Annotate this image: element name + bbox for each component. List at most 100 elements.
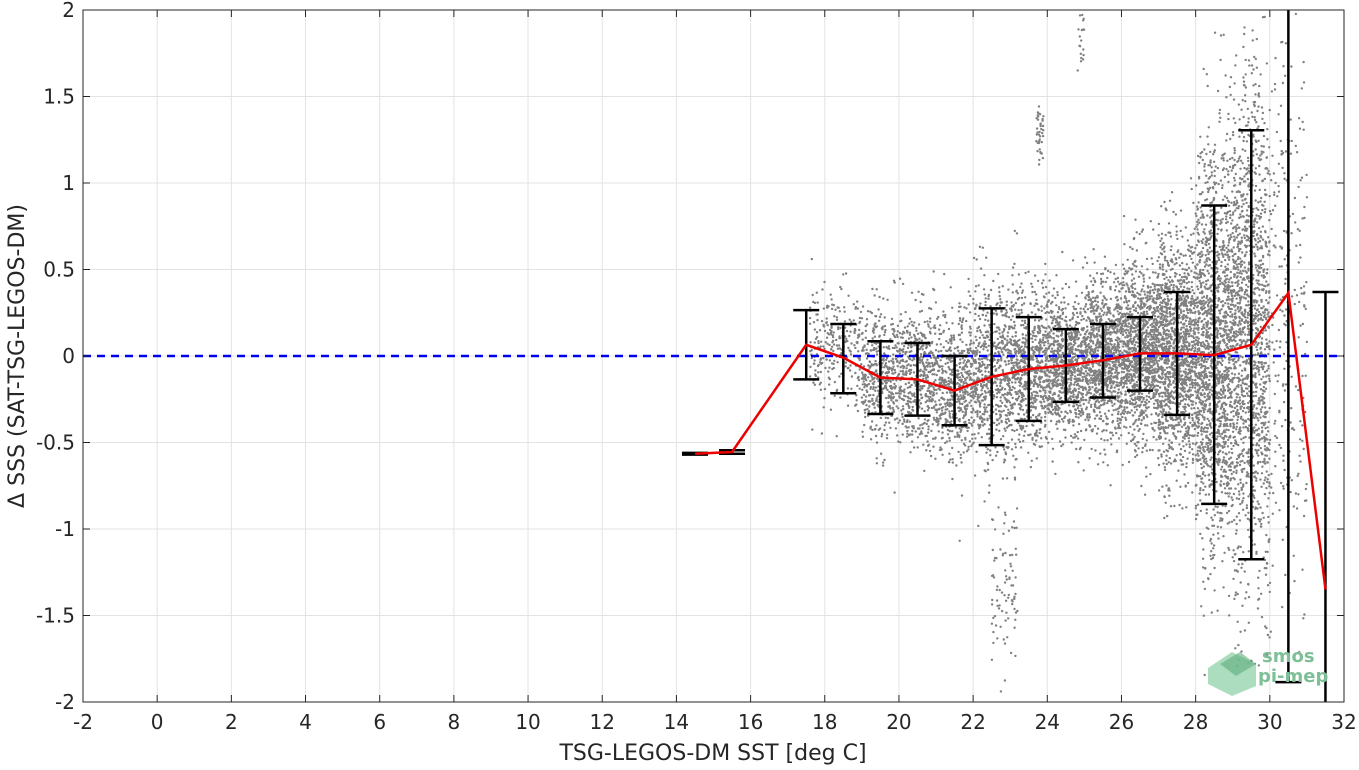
scatter-point — [1023, 321, 1027, 325]
scatter-point — [981, 373, 984, 376]
scatter-point — [1065, 320, 1068, 323]
scatter-point — [993, 358, 996, 362]
scatter-point — [961, 357, 964, 360]
scatter-point — [1115, 450, 1119, 454]
scatter-point — [895, 417, 899, 420]
scatter-point — [1116, 298, 1120, 301]
scatter-point — [1095, 326, 1098, 329]
scatter-point — [870, 349, 873, 352]
scatter-point — [1116, 336, 1119, 339]
scatter-point — [961, 397, 964, 400]
scatter-point — [850, 342, 853, 345]
scatter-point — [872, 387, 875, 391]
scatter-point — [1033, 325, 1037, 329]
scatter-point — [935, 392, 938, 395]
scatter-point — [1004, 451, 1007, 454]
scatter-point — [1009, 318, 1013, 321]
scatter-point — [1016, 292, 1019, 295]
scatter-point — [1044, 285, 1048, 289]
scatter-point — [996, 337, 999, 341]
scatter-point — [1054, 408, 1057, 412]
scatter-point — [970, 416, 973, 419]
scatter-point — [1010, 361, 1013, 365]
scatter-point — [1044, 391, 1047, 394]
scatter-point — [1059, 314, 1062, 318]
scatter-point — [1109, 437, 1113, 440]
scatter-point — [916, 446, 919, 449]
scatter-point — [1112, 315, 1115, 318]
scatter-point — [899, 320, 902, 323]
scatter-point — [1058, 407, 1061, 410]
scatter-point — [964, 444, 967, 447]
scatter-point — [1016, 366, 1020, 369]
scatter-point — [961, 340, 964, 344]
scatter-point — [1085, 319, 1088, 322]
scatter-point — [1092, 307, 1095, 310]
scatter-point — [872, 402, 875, 405]
scatter-point — [981, 392, 984, 396]
scatter-point — [978, 317, 982, 321]
scatter-point — [948, 367, 951, 371]
scatter-point — [978, 245, 982, 248]
scatter-point — [839, 336, 842, 340]
scatter-point — [1010, 301, 1013, 304]
scatter-point — [997, 272, 1000, 276]
scatter-point — [1046, 357, 1049, 360]
scatter-point — [949, 349, 953, 352]
scatter-point — [833, 315, 836, 318]
scatter-point — [1082, 317, 1086, 321]
scatter-point — [1076, 377, 1079, 380]
scatter-point — [1007, 359, 1010, 363]
scatter-point — [861, 430, 864, 433]
scatter-point — [1007, 325, 1011, 328]
scatter-point — [1052, 317, 1056, 320]
scatter-point — [1063, 301, 1066, 304]
scatter-point — [931, 437, 935, 440]
scatter-point — [960, 331, 964, 334]
scatter-point — [1031, 438, 1034, 441]
scatter-point — [951, 446, 954, 450]
scatter-point — [883, 428, 886, 432]
scatter-point — [941, 369, 945, 373]
scatter-point — [1049, 387, 1052, 390]
scatter-point — [890, 399, 893, 402]
scatter-point — [1001, 370, 1005, 374]
scatter-point — [995, 428, 998, 431]
scatter-point — [1094, 296, 1097, 300]
scatter-point — [906, 386, 909, 389]
scatter-point — [1088, 373, 1091, 376]
scatter-point — [872, 327, 875, 330]
scatter-point — [999, 405, 1002, 408]
scatter-point — [893, 368, 896, 372]
scatter-point — [1069, 374, 1072, 377]
scatter-point — [932, 354, 935, 357]
scatter-point — [1076, 348, 1080, 352]
scatter-point — [988, 432, 991, 435]
scatter-point — [1058, 390, 1061, 393]
scatter-point — [1011, 274, 1014, 277]
scatter-point — [1134, 307, 1138, 310]
scatter-point — [1102, 306, 1105, 309]
scatter-point — [994, 408, 998, 411]
scatter-point — [882, 346, 885, 349]
scatter-point — [989, 288, 993, 292]
scatter-point — [904, 351, 907, 354]
scatter-point — [1080, 318, 1083, 322]
scatter-point — [867, 382, 871, 386]
scatter-point — [974, 437, 977, 440]
scatter-point — [928, 397, 931, 401]
scatter-point — [901, 412, 904, 415]
scatter-point — [908, 385, 911, 388]
scatter-point — [818, 361, 822, 364]
scatter-point — [1006, 331, 1010, 334]
scatter-point — [1059, 325, 1062, 328]
scatter-point — [1142, 280, 1146, 283]
scatter-point — [815, 331, 819, 334]
scatter-point — [1081, 395, 1085, 399]
scatter-point — [1045, 310, 1049, 314]
scatter-point — [885, 356, 889, 360]
scatter-point — [1017, 273, 1021, 276]
scatter-point — [960, 371, 963, 375]
scatter-point — [1005, 311, 1008, 314]
scatter-point — [863, 383, 866, 386]
